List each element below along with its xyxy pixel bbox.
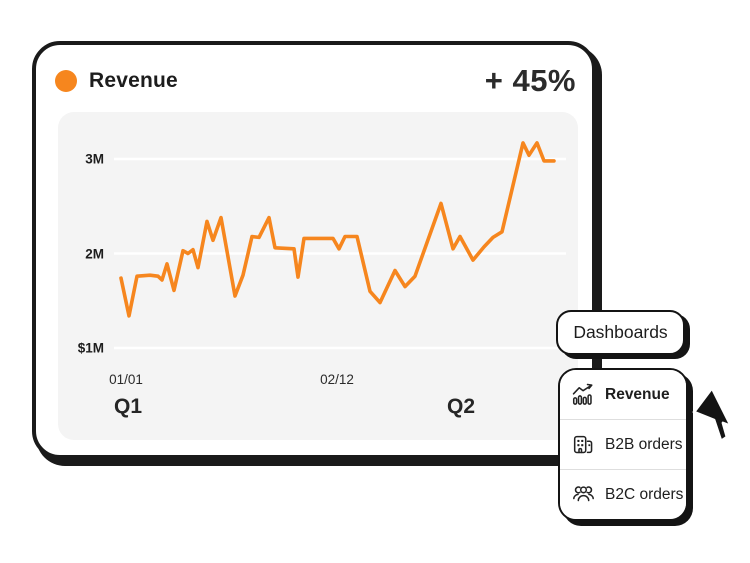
menu-item-label: B2C orders [605, 485, 684, 503]
chart-panel: 3M 2M $1M 01/01 02/12 Q1 Q2 [58, 112, 578, 440]
menu-item-revenue[interactable]: Revenue [560, 370, 686, 419]
revenue-card: Revenue + 45% 3M 2M $1M 01/01 02/12 Q1 Q2 [32, 41, 596, 459]
dashboards-button[interactable]: Dashboards [556, 310, 685, 355]
revenue-line [119, 141, 556, 318]
menu-item-b2b-orders[interactable]: B2B orders [560, 419, 686, 469]
y-axis-label: $1M [77, 340, 104, 356]
menu-item-b2c-orders[interactable]: B2C orders [560, 469, 686, 519]
x-axis-label: 02/12 [320, 372, 354, 387]
x-axis-label: 01/01 [109, 372, 143, 387]
menu-item-label: B2B orders [605, 435, 683, 453]
quarter-label: Q1 [113, 395, 143, 418]
card-header: Revenue + 45% [36, 45, 592, 99]
cursor-arrow-icon [692, 386, 733, 443]
revenue-line-chart [114, 141, 566, 350]
trend-chart-icon [572, 383, 595, 406]
b2b-building-icon [572, 433, 595, 456]
y-axis-label: 3M [85, 151, 104, 167]
revenue-dot-icon [55, 70, 77, 92]
y-axis-label: 2M [85, 246, 104, 261]
dashboards-menu: Revenue B2B orders [558, 368, 688, 521]
quarter-label: Q2 [446, 395, 476, 418]
menu-item-label: Revenue [605, 385, 670, 403]
b2c-people-icon [572, 483, 595, 506]
delta-value: + 45% [484, 63, 576, 98]
card-title: Revenue [89, 69, 178, 92]
